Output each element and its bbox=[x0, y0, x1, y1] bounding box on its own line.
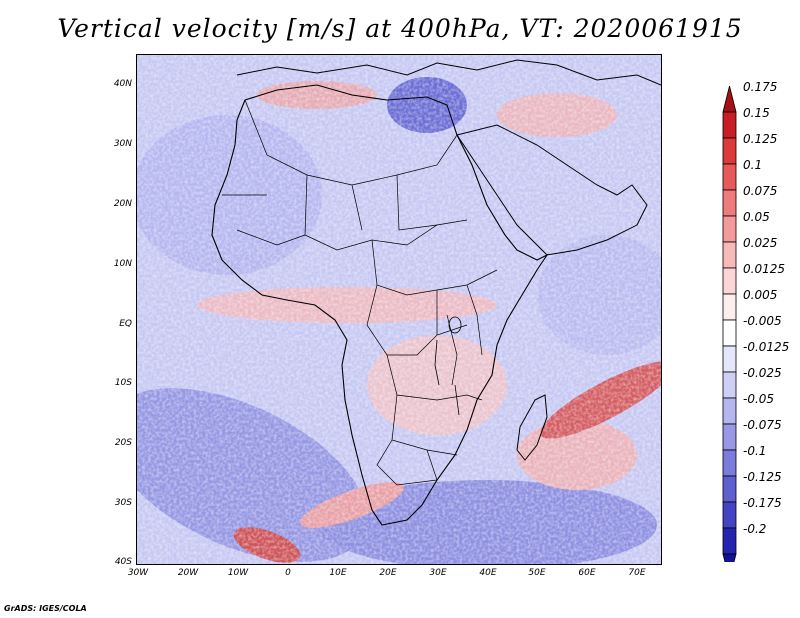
lat-label-30n: 30N bbox=[113, 139, 132, 149]
cb-label-8: 0.005 bbox=[743, 288, 778, 302]
credit-label: GrADS: IGES/COLA bbox=[4, 604, 87, 613]
arabia-outline bbox=[456, 124, 648, 256]
country-borders bbox=[222, 99, 498, 486]
lon-label-0: 0 bbox=[285, 568, 291, 578]
colorbar-swatch-7 bbox=[722, 267, 737, 295]
cb-label-10: -0.0125 bbox=[743, 340, 790, 354]
lat-label-10n: 10N bbox=[113, 259, 132, 269]
colorbar-swatch-1 bbox=[722, 111, 737, 139]
lon-label-20w: 20W bbox=[177, 568, 199, 578]
lon-label-70e: 70E bbox=[628, 568, 646, 578]
cb-label-15: -0.125 bbox=[743, 470, 782, 484]
cb-label-9: -0.005 bbox=[743, 314, 782, 328]
colorbar bbox=[722, 85, 737, 562]
cb-label-0: 0.175 bbox=[743, 80, 778, 94]
colorbar-swatch-18 bbox=[722, 553, 737, 562]
madagascar-outline bbox=[516, 394, 548, 461]
cb-label-13: -0.075 bbox=[743, 418, 782, 432]
colorbar-swatch-5 bbox=[722, 215, 737, 243]
lon-label-10w: 10W bbox=[227, 568, 249, 578]
colorbar-swatch-11 bbox=[722, 371, 737, 399]
lakes bbox=[434, 316, 462, 416]
colorbar-swatch-16 bbox=[722, 501, 737, 529]
cb-label-12: -0.05 bbox=[743, 392, 775, 406]
lat-label-20n: 20N bbox=[113, 199, 132, 209]
colorbar-swatch-17 bbox=[722, 527, 737, 555]
lon-label-20e: 20E bbox=[379, 568, 397, 578]
map-panel bbox=[136, 54, 662, 565]
lat-label-10s: 10S bbox=[114, 378, 132, 388]
cb-label-14: -0.1 bbox=[743, 444, 767, 458]
colorbar-swatch-12 bbox=[722, 397, 737, 425]
cb-label-1: 0.15 bbox=[743, 106, 770, 120]
colorbar-swatch-15 bbox=[722, 475, 737, 503]
cb-label-5: 0.05 bbox=[743, 210, 770, 224]
colorbar-swatch-3 bbox=[722, 163, 737, 191]
cb-label-16: -0.175 bbox=[743, 496, 782, 510]
vertical-velocity-field bbox=[137, 55, 661, 564]
lat-label-40n: 40N bbox=[113, 79, 132, 89]
lon-label-50e: 50E bbox=[528, 568, 546, 578]
colorbar-swatch-8 bbox=[722, 293, 737, 321]
lat-label-30s: 30S bbox=[114, 498, 132, 508]
cb-label-3: 0.1 bbox=[743, 158, 763, 172]
cb-label-17: -0.2 bbox=[743, 522, 767, 536]
cb-label-7: 0.0125 bbox=[743, 262, 785, 276]
cb-label-2: 0.125 bbox=[743, 132, 778, 146]
colorbar-swatch-0 bbox=[722, 85, 737, 113]
cb-label-4: 0.075 bbox=[743, 184, 778, 198]
lon-label-10e: 10E bbox=[329, 568, 347, 578]
cb-label-11: -0.025 bbox=[743, 366, 782, 380]
lat-label-20s: 20S bbox=[114, 438, 132, 448]
lon-label-30e: 30E bbox=[429, 568, 447, 578]
africa-coastline bbox=[211, 84, 549, 526]
colorbar-swatch-9 bbox=[722, 319, 737, 347]
colorbar-swatch-2 bbox=[722, 137, 737, 165]
colorbar-swatch-13 bbox=[722, 423, 737, 451]
lon-label-30w: 30W bbox=[127, 568, 149, 578]
lat-label-eq: EQ bbox=[119, 319, 132, 329]
chart-title: Vertical velocity [m/s] at 400hPa, VT: 2… bbox=[57, 14, 743, 43]
lon-label-60e: 60E bbox=[578, 568, 596, 578]
colorbar-swatch-14 bbox=[722, 449, 737, 477]
colorbar-swatch-10 bbox=[722, 345, 737, 373]
europe-outline bbox=[236, 59, 661, 86]
cb-label-6: 0.025 bbox=[743, 236, 778, 250]
lat-label-40s: 40S bbox=[114, 557, 132, 567]
colorbar-swatch-4 bbox=[722, 189, 737, 217]
lon-label-40e: 40E bbox=[479, 568, 497, 578]
colorbar-swatch-6 bbox=[722, 241, 737, 269]
